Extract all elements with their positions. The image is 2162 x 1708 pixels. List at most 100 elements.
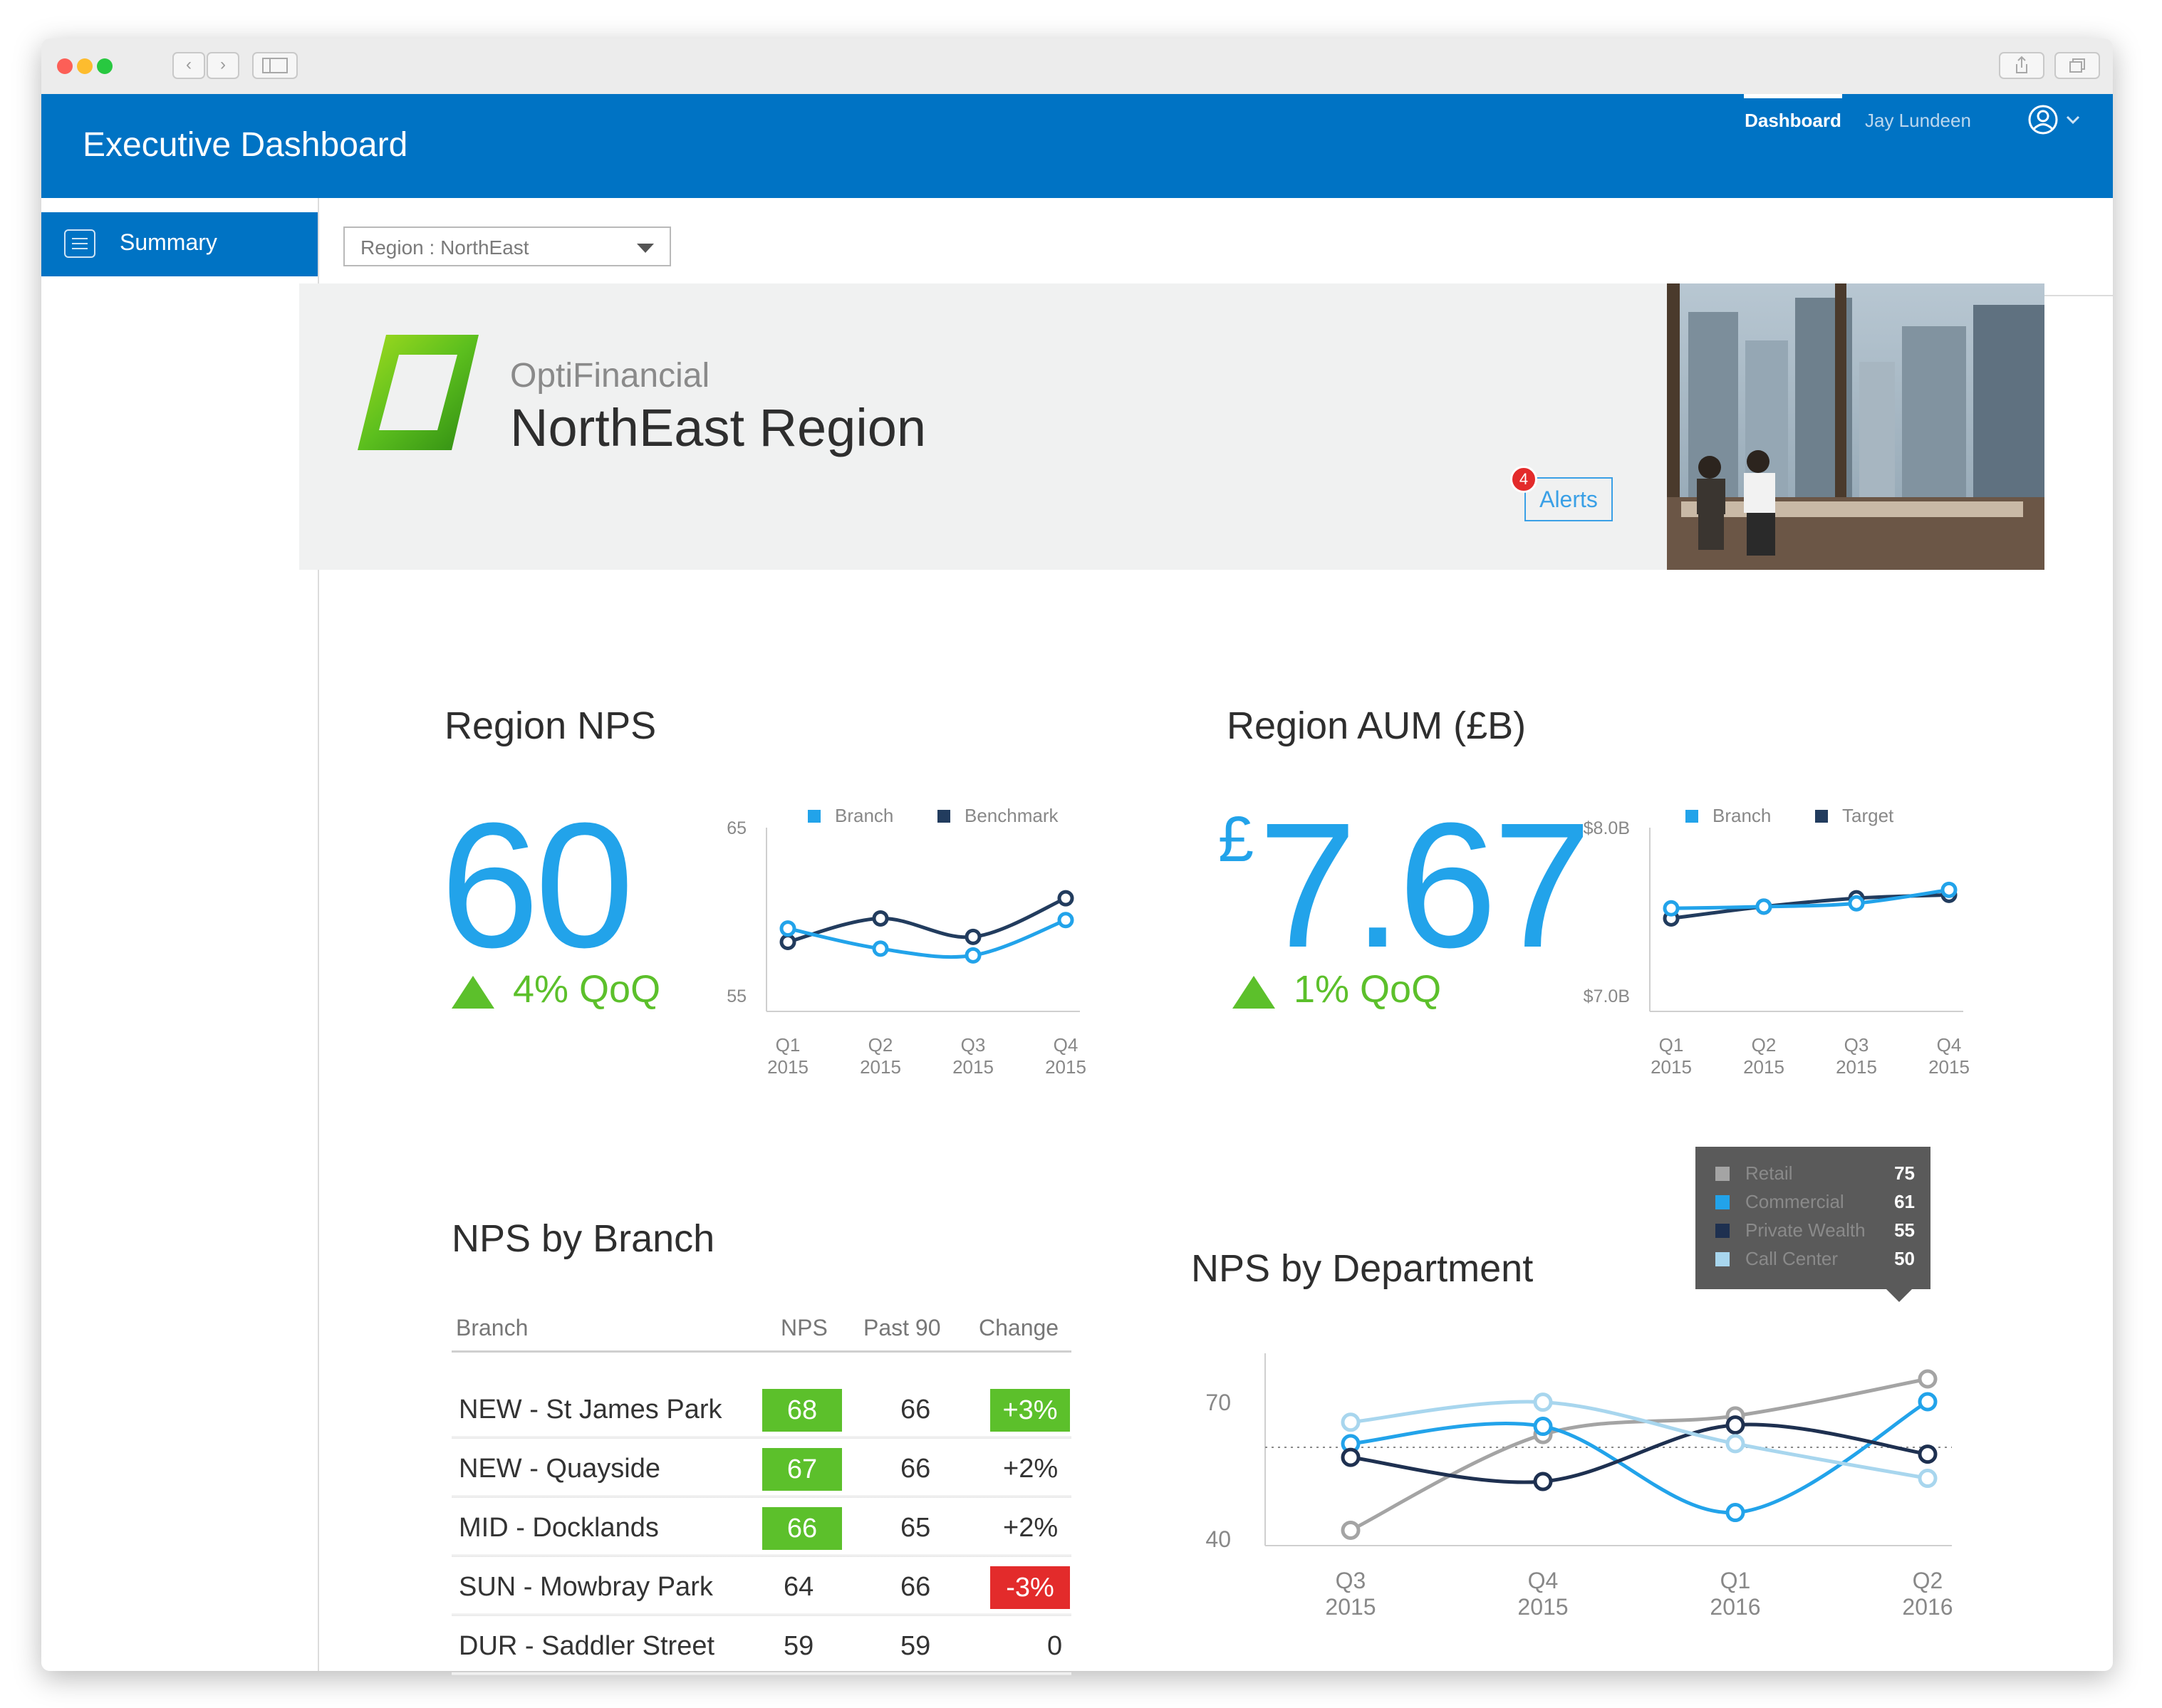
table-row[interactable]: SUN - Mowbray Park 64 66 -3% (452, 1558, 1071, 1616)
active-tab-indicator (1744, 94, 1842, 98)
row-divider (452, 1436, 1071, 1439)
tooltip-row: Retail 75 (1715, 1160, 1915, 1188)
aum-data-point[interactable] (1663, 900, 1680, 917)
nps-data-point[interactable] (779, 920, 796, 937)
optifinancial-logo (358, 335, 479, 450)
brand-name: OptiFinancial (510, 357, 710, 395)
forward-icon[interactable]: › (207, 52, 239, 79)
region-select[interactable]: Region : NorthEast (343, 226, 671, 266)
nps-ytick-label: 55 (727, 986, 747, 1006)
nps-data-point[interactable] (1057, 890, 1074, 907)
dept-series-line (1350, 1400, 1929, 1515)
aum-data-point[interactable] (1755, 898, 1772, 915)
chart-tooltip: Retail 75 Commercial 61 Private Wealth 55 Call… (1695, 1147, 1930, 1302)
dept-data-point[interactable] (1341, 1447, 1361, 1467)
col-past90[interactable]: Past 90 (863, 1315, 941, 1340)
back-icon[interactable]: ‹ (172, 52, 205, 79)
dept-data-point[interactable] (1725, 1503, 1745, 1523)
aum-ytick-label: $8.0B (1584, 818, 1630, 838)
nps-series-line (787, 918, 1066, 959)
dept-data-point[interactable] (1533, 1417, 1553, 1437)
dept-data-point[interactable] (1533, 1472, 1553, 1491)
table-row[interactable]: MID - Docklands 66 65 +2% (452, 1499, 1071, 1557)
app-header: Executive Dashboard Dashboard Jay Lundee… (41, 94, 2113, 198)
dept-data-point[interactable] (1725, 1415, 1745, 1435)
filter-bar: Region : NorthEast (319, 198, 2113, 296)
past90-value-cell: 65 (900, 1513, 931, 1543)
region-select-value: Region : NorthEast (360, 236, 529, 259)
nps-value: 60 (440, 786, 634, 984)
col-change[interactable]: Change (979, 1315, 1059, 1340)
aum-data-point[interactable] (1848, 895, 1865, 912)
table-row[interactable]: DUR - Saddler Street 59 59 0 (452, 1617, 1071, 1675)
nps-xtick-quarter: Q4 (1054, 1034, 1079, 1056)
nps-data-point[interactable] (779, 933, 796, 950)
nps-data-point[interactable] (872, 910, 889, 927)
nps-data-point[interactable] (1057, 912, 1074, 929)
chevron-down-icon (2066, 115, 2080, 125)
caret-down-icon (637, 244, 654, 253)
dept-data-point[interactable] (1918, 1392, 1938, 1412)
aum-title: Region AUM (£B) (1227, 704, 1527, 747)
nps-data-point[interactable] (965, 947, 982, 964)
aum-ytick-label: $7.0B (1584, 986, 1630, 1006)
col-branch[interactable]: Branch (456, 1315, 529, 1340)
nps-xtick-quarter: Q2 (868, 1034, 893, 1056)
share-icon[interactable] (1999, 52, 2044, 79)
department-title: NPS by Department (1191, 1247, 1534, 1290)
nps-legend-label: Benchmark (965, 805, 1059, 826)
dept-data-point[interactable] (1533, 1392, 1553, 1412)
dept-data-point[interactable] (1725, 1434, 1745, 1454)
user-name[interactable]: Jay Lundeen (1865, 110, 1971, 131)
aum-xtick-quarter: Q2 (1752, 1034, 1777, 1056)
nps-series-line (787, 896, 1066, 944)
maximize-window-button[interactable] (97, 58, 113, 74)
branch-name: NEW - St James Park (459, 1395, 722, 1425)
app-title: Executive Dashboard (83, 126, 408, 164)
nps-legend-swatch (808, 810, 821, 823)
tooltip-series-value: 50 (1894, 1248, 1915, 1269)
dept-xtick-quarter: Q3 (1336, 1568, 1366, 1593)
dept-data-point[interactable] (1341, 1520, 1361, 1540)
nps-data-point[interactable] (872, 940, 889, 957)
tooltip-swatch (1715, 1224, 1730, 1238)
sidebar-toggle-icon[interactable] (252, 52, 298, 79)
nps-data-point[interactable] (965, 928, 982, 945)
dept-ytick-label: 70 (1205, 1390, 1231, 1415)
dept-data-point[interactable] (1341, 1412, 1361, 1432)
dept-xtick-quarter: Q4 (1528, 1568, 1559, 1593)
tab-dashboard-label: Dashboard (1745, 110, 1841, 131)
nps-change: 4% QoQ (513, 968, 661, 1011)
close-window-button[interactable] (57, 58, 73, 74)
aum-data-point[interactable] (1940, 881, 1958, 898)
sidebar-item-summary[interactable]: Summary (41, 212, 318, 276)
region-banner: OptiFinancial NorthEast Region Alerts 4 (299, 283, 2044, 570)
sidebar-item-label: Summary (120, 229, 217, 255)
nps-xtick-year: 2015 (952, 1056, 994, 1078)
dept-data-point[interactable] (1918, 1369, 1938, 1389)
tabs-icon[interactable] (2054, 52, 2100, 79)
dept-data-point[interactable] (1918, 1444, 1938, 1464)
table-row[interactable]: NEW - St James Park 68 66 +3% (452, 1380, 1071, 1439)
browser-chrome: ‹ › (41, 38, 2113, 95)
user-menu[interactable] (2027, 104, 2091, 140)
branch-name: DUR - Saddler Street (459, 1631, 715, 1661)
nps-xtick-year: 2015 (1045, 1056, 1086, 1078)
alerts-button[interactable]: Alerts (1524, 477, 1613, 521)
minimize-window-button[interactable] (77, 58, 93, 74)
nps-value-cell: 67 (762, 1448, 842, 1491)
col-nps[interactable]: NPS (781, 1315, 828, 1340)
dept-xtick-year: 2015 (1325, 1594, 1376, 1620)
tab-dashboard[interactable]: Dashboard (1744, 94, 1842, 198)
dept-series-line (1350, 1400, 1928, 1480)
past90-value-cell: 66 (900, 1572, 931, 1602)
aum-legend-label: Target (1842, 805, 1894, 826)
branch-name: NEW - Quayside (459, 1454, 660, 1484)
nps-xtick-year: 2015 (860, 1056, 901, 1078)
tooltip-series-value: 61 (1894, 1191, 1915, 1212)
dept-data-point[interactable] (1918, 1469, 1938, 1489)
aum-line-chart: $8.0B$7.0BQ12015Q22015Q32015Q42015Branch… (1584, 805, 1970, 1078)
tooltip-row: Commercial 61 (1715, 1188, 1915, 1217)
tooltip-row: Private Wealth 55 (1715, 1217, 1915, 1245)
table-row[interactable]: NEW - Quayside 67 66 +2% (452, 1439, 1071, 1498)
